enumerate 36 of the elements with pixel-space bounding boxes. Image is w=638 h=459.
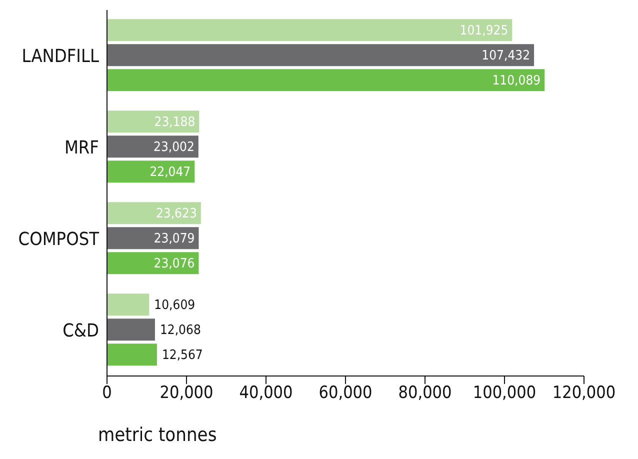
- x-tick-label: 20,000: [160, 383, 214, 404]
- x-tick-label: 100,000: [472, 383, 536, 404]
- x-axis-title: metric tonnes: [98, 424, 218, 446]
- x-tick-label: 40,000: [239, 383, 293, 404]
- bar: [107, 19, 512, 42]
- data-label: 107,432: [482, 48, 530, 64]
- bar: [107, 318, 155, 341]
- x-tick-label: 0: [102, 383, 112, 404]
- bar: [107, 136, 198, 158]
- bar: [107, 344, 157, 366]
- bar: [107, 227, 199, 250]
- y-tick-label: C&D: [62, 320, 99, 342]
- data-label: 23,002: [154, 140, 194, 156]
- data-label: 10,609: [154, 298, 196, 314]
- bar: [107, 44, 534, 66]
- data-label: 23,076: [154, 256, 195, 272]
- bar: [107, 202, 201, 224]
- bar: [107, 160, 195, 183]
- y-tick-label: LANDFILL: [22, 46, 99, 68]
- y-tick-label: COMPOST: [18, 229, 100, 250]
- data-label: 22,047: [150, 165, 191, 180]
- y-tick-label: MRF: [64, 138, 99, 159]
- x-tick-label: 80,000: [398, 383, 452, 404]
- bar: [107, 69, 545, 92]
- x-tick-label: 60,000: [318, 383, 372, 404]
- data-label: 12,567: [162, 348, 203, 364]
- bar: [107, 110, 200, 133]
- data-label: 12,068: [160, 323, 201, 338]
- data-label: 23,188: [154, 115, 196, 130]
- data-label: 101,925: [460, 24, 508, 39]
- bar: [107, 294, 150, 316]
- data-label: 110,089: [492, 74, 541, 89]
- bar: [107, 252, 199, 274]
- data-label: 23,623: [156, 206, 197, 222]
- data-label: 23,079: [154, 232, 195, 247]
- x-tick-label: 120,000: [552, 383, 616, 404]
